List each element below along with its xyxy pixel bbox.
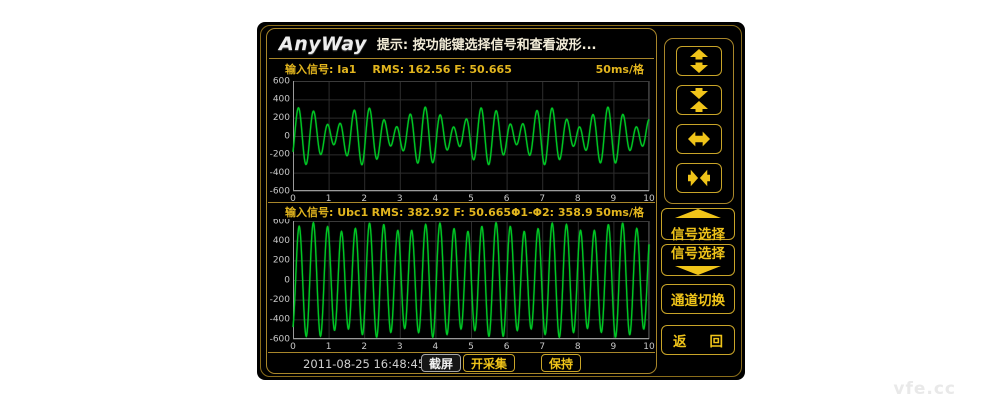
compress-horizontal-icon bbox=[686, 167, 712, 189]
screenshot-button[interactable]: 截屏 bbox=[421, 354, 462, 372]
datetime-label: 2011-08-25 16:48:45 bbox=[303, 357, 426, 371]
chart1-header: 输入信号: Ia1 RMS: 162.56 F: 50.665 50ms/格 bbox=[285, 62, 644, 77]
vertical-compress-button[interactable] bbox=[676, 85, 722, 115]
chart2-signal-name: Ubc1 bbox=[337, 205, 369, 219]
chart2-rms-freq: RMS: 382.92 F: 50.665 bbox=[371, 205, 512, 219]
start-acquisition-button[interactable]: 开采集 bbox=[463, 354, 516, 372]
chart1-signal-name: Ia1 bbox=[337, 62, 357, 76]
main-panel: AnyWay 提示: 按功能键选择信号和查看波形... 输入信号: Ia1 RM… bbox=[266, 28, 657, 374]
chart2-phase-diff: Φ1-Φ2: 358.9 bbox=[511, 205, 593, 219]
device-screen: AnyWay 提示: 按功能键选择信号和查看波形... 输入信号: Ia1 RM… bbox=[257, 22, 745, 380]
chart1-input-label: 输入信号: bbox=[285, 63, 334, 76]
horizontal-expand-button[interactable] bbox=[676, 124, 722, 154]
chart1-timebase: 50ms/格 bbox=[595, 63, 644, 76]
hold-button[interactable]: 保持 bbox=[541, 354, 582, 372]
channel-switch-button[interactable]: 通道切换 bbox=[661, 284, 735, 314]
waveform-chart-2 bbox=[269, 219, 655, 350]
compress-vertical-icon bbox=[687, 88, 711, 112]
waveform-chart-1 bbox=[269, 77, 655, 201]
triangle-up-icon bbox=[675, 206, 721, 222]
footer-bar: 2011-08-25 16:48:45 截屏 开采集 保持 bbox=[267, 354, 656, 373]
expand-horizontal-icon bbox=[686, 128, 712, 150]
chart2-timebase: 50ms/格 bbox=[595, 206, 644, 219]
chart2-input-label: 输入信号: bbox=[285, 206, 334, 219]
vertical-expand-button[interactable] bbox=[676, 46, 722, 76]
status-hint: 提示: 按功能键选择信号和查看波形... bbox=[376, 38, 597, 53]
watermark: vfe.cc bbox=[893, 379, 956, 399]
back-button[interactable]: 返 回 bbox=[661, 325, 735, 355]
chart2-header: 输入信号: Ubc1 RMS: 382.92 F: 50.665 Φ1-Φ2: … bbox=[285, 205, 644, 220]
signal-select-up-button[interactable]: 信号选择 bbox=[661, 206, 735, 243]
footer-separator bbox=[268, 352, 655, 353]
signal-select-down-button[interactable]: 信号选择 bbox=[661, 244, 735, 276]
triangle-down-icon bbox=[675, 263, 721, 279]
zoom-button-group bbox=[664, 38, 734, 204]
chart1-rms-freq: RMS: 162.56 F: 50.665 bbox=[372, 62, 512, 76]
app-header: AnyWay 提示: 按功能键选择信号和查看波形... bbox=[269, 29, 654, 59]
anyway-logo: AnyWay bbox=[279, 32, 367, 55]
expand-vertical-icon bbox=[687, 49, 711, 73]
chart-separator bbox=[268, 202, 655, 203]
horizontal-compress-button[interactable] bbox=[676, 163, 722, 193]
